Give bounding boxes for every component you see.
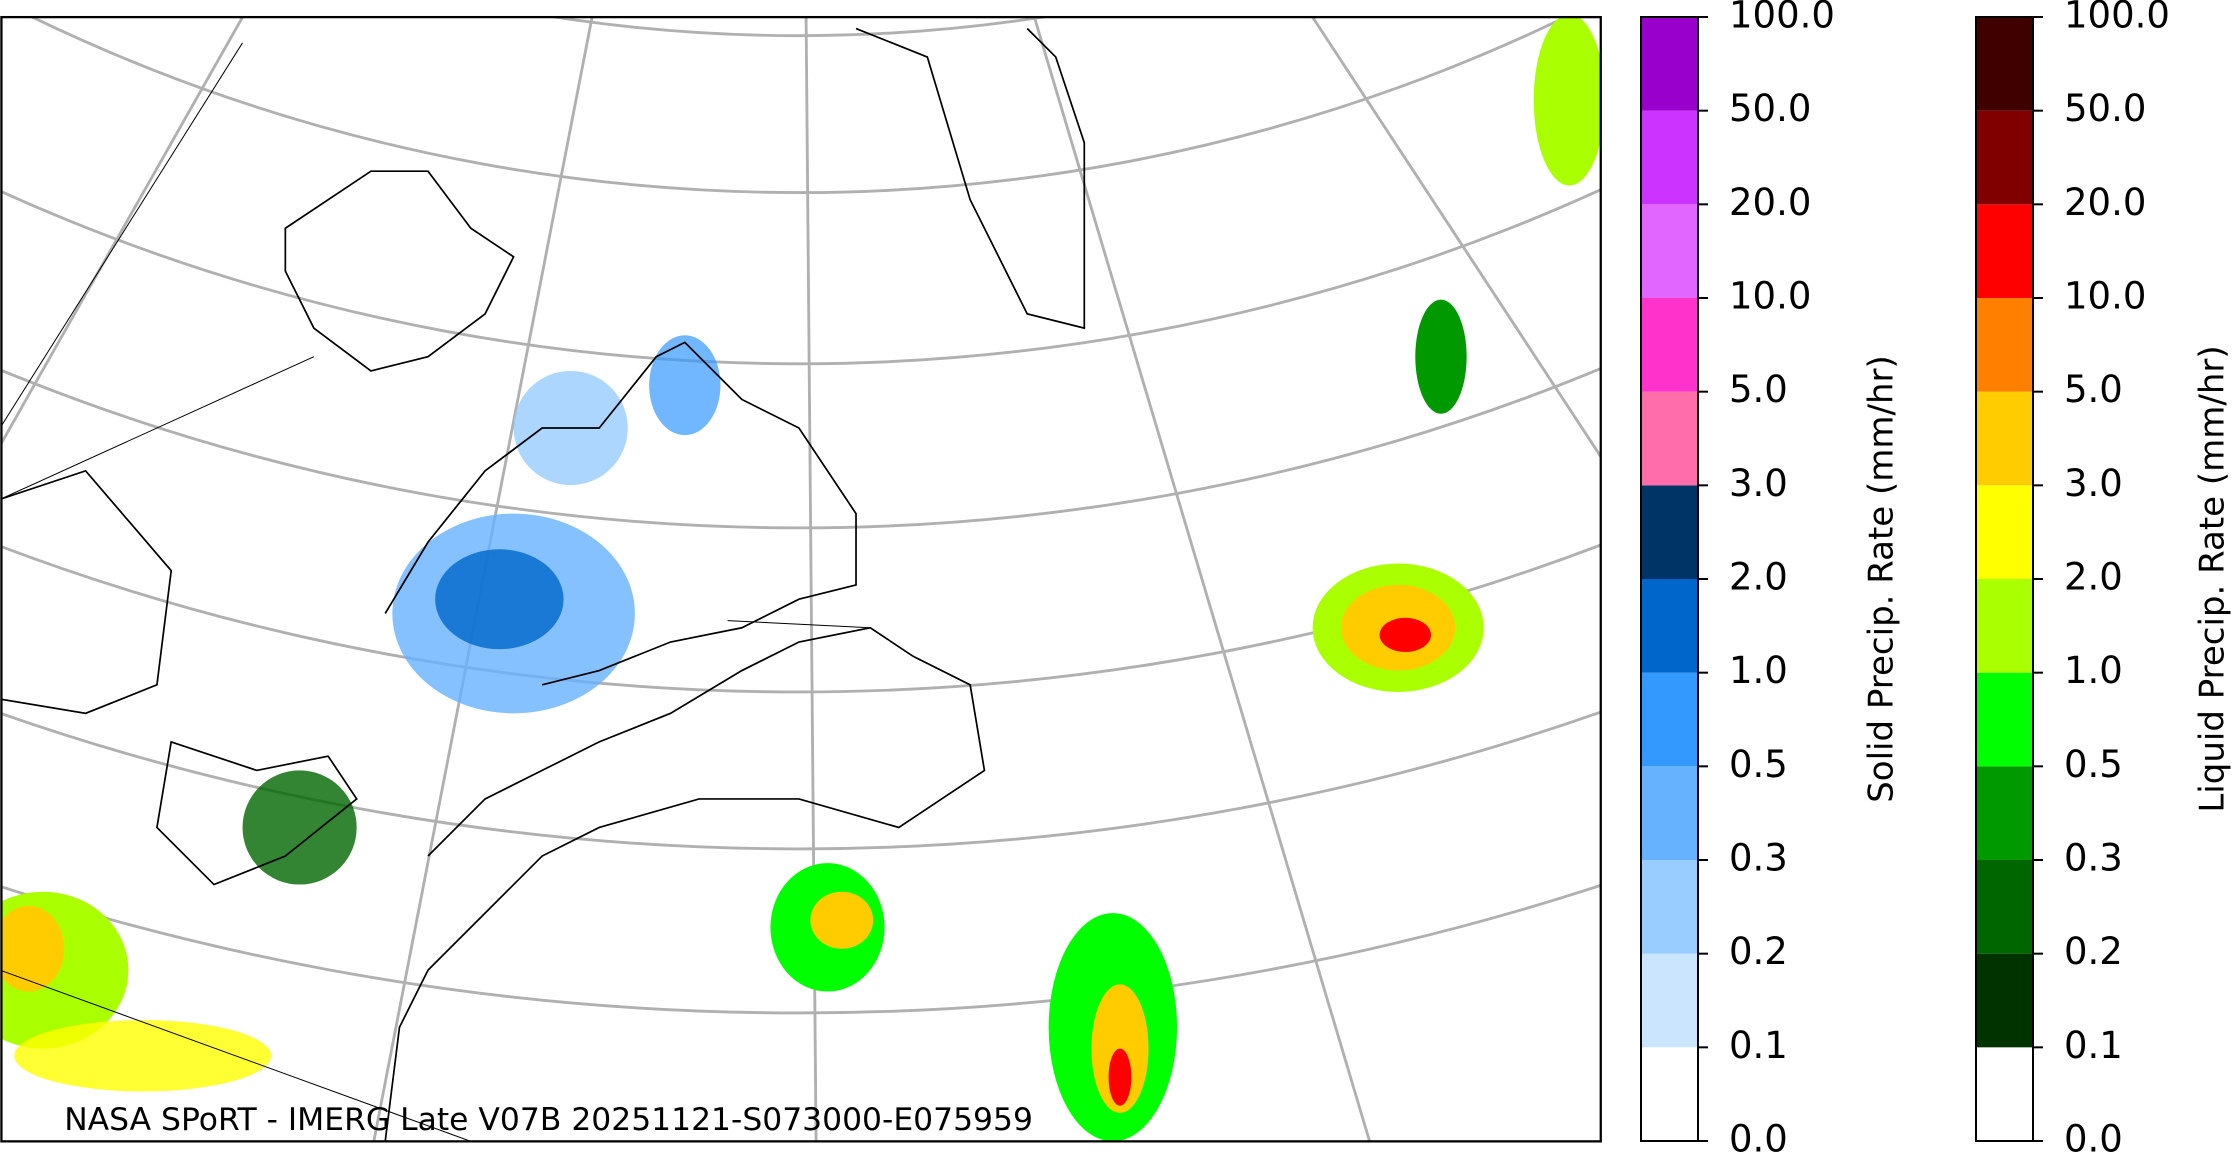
colorbar-tick-label: 0.0 — [1729, 1118, 1788, 1161]
colorbar-title: Liquid Precip. Rate (mm/hr) — [2193, 345, 2233, 812]
colorbar-bin — [1976, 391, 2033, 486]
colorbar-bin — [1976, 485, 2033, 579]
colorbar-bin — [1976, 766, 2033, 860]
colorbar-bin — [1641, 579, 1698, 673]
colorbar-tick-label: 50.0 — [2064, 87, 2146, 130]
colorbar-tick-label: 10.0 — [2064, 275, 2146, 318]
colorbar-tick-label: 2.0 — [2064, 556, 2123, 599]
colorbar-tick-label: 20.0 — [1729, 181, 1811, 224]
colorbar-bin — [1641, 766, 1698, 860]
colorbar-title: Solid Precip. Rate (mm/hr) — [1862, 355, 1902, 803]
map: NASA SPoRT - IMERG Late V07B 20251121-S0… — [0, 15, 1602, 1143]
colorbar-tick-label: 20.0 — [2064, 181, 2146, 224]
colorbar-tick-label: 0.0 — [2064, 1118, 2123, 1161]
colorbar-tick-label: 5.0 — [1729, 368, 1788, 411]
borders — [1, 42, 871, 1142]
colorbar-tick-label: 0.2 — [1729, 930, 1788, 973]
colorbar-bin — [1641, 485, 1698, 579]
colorbar-bin — [1641, 1047, 1698, 1141]
colorbar-tick-label: 10.0 — [1729, 275, 1811, 318]
colorbar-tick-label: 0.5 — [1729, 743, 1788, 786]
colorbar-tick-label: 100.0 — [1729, 0, 1835, 37]
colorbar-bin — [1976, 860, 2033, 954]
colorbar-tick-label: 3.0 — [2064, 462, 2123, 505]
colorbar-tick-label: 100.0 — [2064, 0, 2170, 37]
colorbar-bin — [1641, 204, 1698, 298]
colorbar-bin — [1976, 17, 2033, 111]
colorbar-bin — [1641, 672, 1698, 767]
colorbar-tick-label: 0.1 — [1729, 1024, 1788, 1067]
colorbar-bin — [1641, 110, 1698, 205]
colorbar-bin — [1641, 860, 1698, 954]
colorbar: 0.0 0.1 0.2 0.3 0.5 1.0 2.0 3.0 5.0 10.0 20.0 50.0 1… — [1975, 0, 2233, 1161]
colorbar-bin — [1976, 204, 2033, 298]
colorbar-bin — [1976, 579, 2033, 673]
colorbar-tick-label: 0.2 — [2064, 930, 2123, 973]
colorbar-bin — [1976, 298, 2033, 392]
colorbar-tick-label: 1.0 — [2064, 649, 2123, 692]
colorbar-tick-label: 3.0 — [1729, 462, 1788, 505]
colorbar-tick-label: 0.3 — [1729, 837, 1788, 880]
colorbar: 0.0 0.1 0.2 0.3 0.5 1.0 2.0 3.0 5.0 10.0 20.0 50.0 1… — [1640, 0, 1902, 1161]
colorbar-bin — [1976, 953, 2033, 1048]
map-caption: NASA SPoRT - IMERG Late V07B 20251121-S0… — [64, 1102, 1033, 1138]
colorbar-tick-label: 0.3 — [2064, 837, 2123, 880]
colorbar-bin — [1976, 672, 2033, 767]
colorbar-tick-label: 50.0 — [1729, 87, 1811, 130]
colorbar-bin — [1641, 953, 1698, 1048]
coastlines — [1, 27, 1086, 1142]
colorbar-bin — [1641, 17, 1698, 111]
colorbar-bin — [1641, 298, 1698, 392]
colorbar-tick-label: 0.5 — [2064, 743, 2123, 786]
colorbar-bin — [1641, 391, 1698, 486]
colorbar-bin — [1976, 110, 2033, 205]
precipitation — [1, 17, 1601, 1142]
colorbar-bin — [1976, 1047, 2033, 1141]
colorbar-tick-label: 5.0 — [2064, 368, 2123, 411]
colorbar-tick-label: 0.1 — [2064, 1024, 2123, 1067]
map-frame — [0, 15, 1602, 1143]
colorbar-tick-label: 1.0 — [1729, 649, 1788, 692]
colorbar-tick-label: 2.0 — [1729, 556, 1788, 599]
